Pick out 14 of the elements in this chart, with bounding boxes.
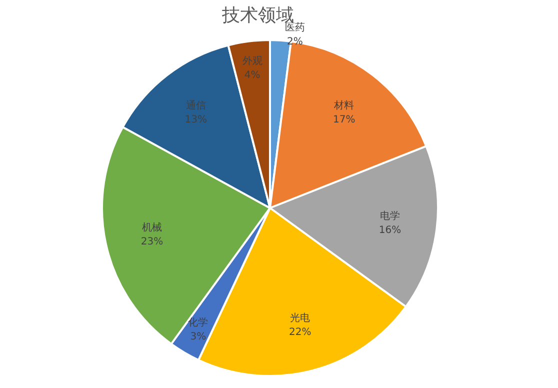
data-label: 4% — [244, 70, 260, 81]
slice-label: 电学 — [380, 210, 400, 222]
data-label: 23% — [140, 236, 164, 248]
data-label: 17% — [333, 114, 356, 126]
data-label: 16% — [378, 225, 402, 236]
data-label: 13% — [184, 114, 207, 126]
data-label: 3% — [190, 331, 206, 342]
slice-label: 通信 — [186, 99, 206, 112]
slice-label: 化学 — [188, 316, 208, 328]
data-label: 22% — [288, 327, 312, 338]
slice-label: 机械 — [142, 221, 162, 234]
slice-label: 材料 — [333, 99, 354, 112]
slice-label: 光电 — [290, 312, 310, 324]
slice-label: 外观 — [242, 56, 262, 67]
